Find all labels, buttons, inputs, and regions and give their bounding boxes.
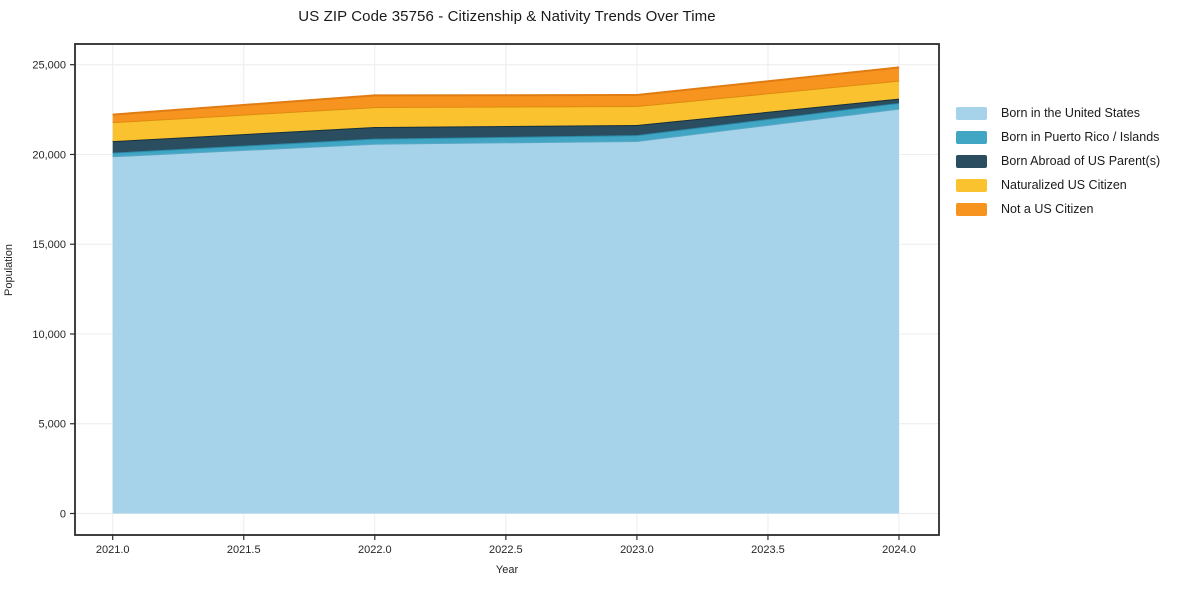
- legend-swatch: [956, 178, 987, 192]
- chart-title: US ZIP Code 35756 - Citizenship & Nativi…: [298, 8, 716, 25]
- legend-label: Naturalized US Citizen: [1001, 178, 1127, 192]
- legend-label: Born Abroad of US Parent(s): [1001, 154, 1161, 168]
- x-tick-label: 2024.0: [882, 544, 916, 556]
- legend-label: Born in the United States: [1001, 106, 1140, 120]
- legend-label: Not a US Citizen: [1001, 202, 1094, 216]
- x-tick-label: 2022.5: [489, 544, 523, 556]
- y-axis: 0 5,000 10,000 15,000 20,000 25,000: [32, 60, 75, 521]
- y-tick-label: 20,000: [32, 149, 66, 161]
- y-tick-label: 10,000: [32, 329, 66, 341]
- x-tick-label: 2021.0: [96, 544, 130, 556]
- x-tick-label: 2021.5: [227, 544, 261, 556]
- x-axis: 2021.0 2021.5 2022.0 2022.5 2023.0 2023.5 2024…: [96, 535, 916, 556]
- legend-item-naturalized-us-citizen: Naturalized US Citizen: [956, 173, 1160, 197]
- x-tick-label: 2023.5: [751, 544, 785, 556]
- legend-swatch: [956, 154, 987, 168]
- legend-swatch: [956, 106, 987, 120]
- x-axis-label: Year: [495, 564, 519, 576]
- legend-swatch: [956, 130, 987, 144]
- legend-item-born-abroad-of-us-parent-s: Born Abroad of US Parent(s): [956, 149, 1160, 173]
- legend-item-born-in-the-united-states: Born in the United States: [956, 101, 1160, 125]
- area-not-a-us-citizen: [112, 66, 900, 123]
- legend-item-born-in-puerto-rico-islands: Born in Puerto Rico / Islands: [956, 125, 1160, 149]
- legend-item-not-a-us-citizen: Not a US Citizen: [956, 197, 1160, 221]
- x-tick-label: 2023.0: [620, 544, 654, 556]
- y-tick-label: 15,000: [32, 239, 66, 251]
- y-tick-label: 0: [60, 509, 66, 521]
- area-born-in-the-united-states: [112, 107, 900, 514]
- plot-border: [74, 43, 940, 536]
- y-tick-label: 25,000: [32, 60, 66, 72]
- y-axis-label: Population: [3, 244, 15, 296]
- y-tick-label: 5,000: [38, 419, 66, 431]
- x-tick-label: 2022.0: [358, 544, 392, 556]
- legend-swatch: [956, 202, 987, 216]
- legend-label: Born in Puerto Rico / Islands: [1001, 130, 1160, 144]
- legend: Born in the United States Born in Puerto …: [956, 101, 1160, 221]
